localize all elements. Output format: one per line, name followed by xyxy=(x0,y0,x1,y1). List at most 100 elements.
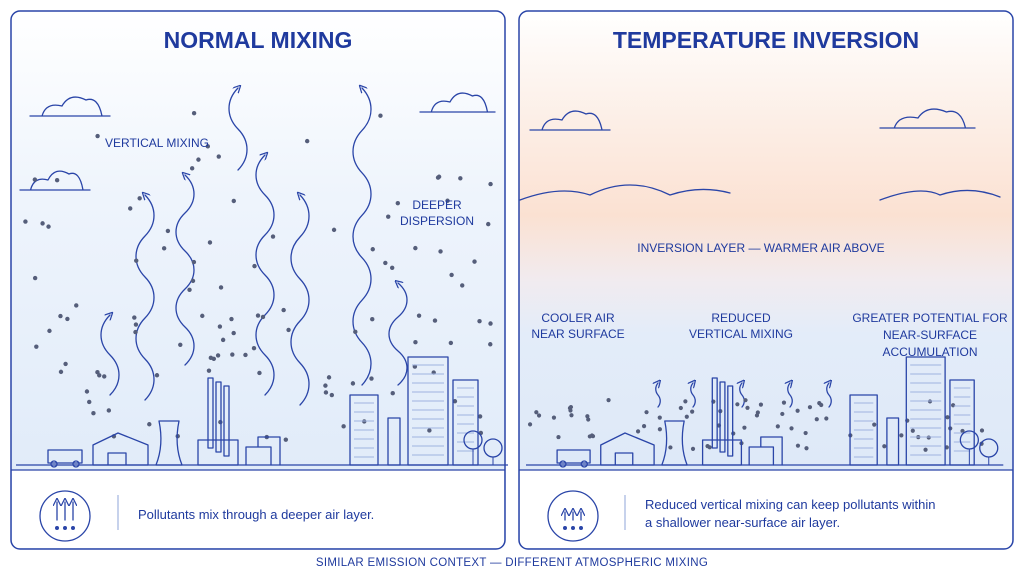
label-line: COOLER AIR xyxy=(541,311,615,325)
cloud xyxy=(29,96,111,117)
pollutant xyxy=(54,178,60,183)
pollutant xyxy=(668,445,673,450)
pollutant xyxy=(814,417,819,422)
pollutant xyxy=(448,340,454,346)
pollutant xyxy=(824,416,829,421)
pollutant xyxy=(230,352,235,357)
building xyxy=(452,379,479,466)
pollutant xyxy=(32,275,38,281)
pollutant xyxy=(40,221,45,226)
tower xyxy=(387,417,401,466)
mixing-arrow xyxy=(100,315,120,396)
label-line: DEEPER xyxy=(412,198,462,212)
caption: Pollutants mix through a deeper air laye… xyxy=(138,507,374,522)
panel-normal xyxy=(11,11,505,549)
label-line: DISPERSION xyxy=(400,214,474,228)
pollutant xyxy=(154,373,160,378)
caption: Reduced vertical mixing can keep polluta… xyxy=(645,497,936,530)
pollutant xyxy=(218,285,224,290)
pollutant xyxy=(215,353,221,358)
pollutant xyxy=(872,422,877,427)
pollutant xyxy=(132,315,137,320)
pollutant xyxy=(196,157,201,162)
footer: SIMILAR EMISSION CONTEXT — DIFFERENT ATM… xyxy=(316,557,708,569)
pollutant xyxy=(534,410,539,415)
pollutant xyxy=(106,408,112,413)
pollutant xyxy=(286,327,291,333)
wheel xyxy=(580,460,588,468)
panel-inversion xyxy=(519,11,1013,549)
pollutant xyxy=(370,317,375,322)
label-line: VERTICAL MIXING xyxy=(105,136,209,150)
pollutant xyxy=(416,313,422,318)
pollutant xyxy=(178,342,183,347)
pollutant xyxy=(477,414,483,419)
cloud xyxy=(419,92,496,113)
wheel xyxy=(50,460,58,468)
pollutant xyxy=(200,313,205,319)
pollutant xyxy=(91,411,96,416)
pollutant xyxy=(536,413,542,418)
label-line: NEAR-SURFACE xyxy=(883,328,977,342)
pollutant xyxy=(951,403,956,408)
pollutant xyxy=(606,398,611,403)
pollutant xyxy=(270,234,276,239)
pollutant xyxy=(683,399,688,404)
pollutant xyxy=(331,227,337,233)
pollutant xyxy=(807,405,813,410)
panel-title: TEMPERATURE INVERSION xyxy=(613,27,919,53)
label-line: GREATER POTENTIAL FOR xyxy=(852,311,1008,325)
pollutant xyxy=(23,219,28,224)
pollutant xyxy=(147,422,152,427)
pollutant xyxy=(413,340,418,345)
wheel xyxy=(559,460,567,468)
chimney xyxy=(223,385,230,457)
icon-dot xyxy=(71,526,75,530)
pollutant xyxy=(102,374,107,379)
label-line: NEAR SURFACE xyxy=(531,327,624,341)
pollutant xyxy=(944,445,949,450)
truck xyxy=(556,449,591,464)
pollutant xyxy=(353,329,358,335)
pollutant xyxy=(165,228,171,234)
chimney xyxy=(727,385,734,457)
icon-dot xyxy=(563,526,567,530)
pollutant xyxy=(133,322,139,327)
pollutant xyxy=(84,389,90,394)
mixing-arrow xyxy=(352,88,372,386)
label-line: ACCUMULATION xyxy=(882,345,977,359)
pollutant xyxy=(551,415,557,420)
pollutant xyxy=(882,444,887,449)
pollutant xyxy=(161,246,167,251)
label: INVERSION LAYER — WARMER AIR ABOVE xyxy=(637,241,884,255)
mixing-arrow xyxy=(228,88,248,171)
pollutant xyxy=(586,417,591,422)
pollutant xyxy=(488,181,493,187)
pollutant xyxy=(910,428,915,433)
pollutant xyxy=(65,316,70,322)
pollutant xyxy=(206,368,212,373)
icon xyxy=(547,490,599,542)
panel-border xyxy=(10,10,506,550)
pollutant xyxy=(926,435,931,440)
pollutant xyxy=(488,342,493,347)
pollutant xyxy=(413,245,418,251)
building xyxy=(407,356,449,466)
panels xyxy=(11,11,1013,549)
pollutant xyxy=(432,318,438,323)
warehouse xyxy=(92,432,149,466)
pollutant xyxy=(251,345,257,351)
pollutant xyxy=(735,402,740,407)
pollutant xyxy=(743,398,748,403)
pollutant xyxy=(255,313,261,318)
pollutant xyxy=(690,409,695,414)
hills xyxy=(519,184,1001,201)
pollutant xyxy=(95,370,100,375)
pollutant xyxy=(369,376,374,381)
pollutant xyxy=(745,405,750,410)
pollutant xyxy=(137,196,142,201)
pollutant xyxy=(795,408,800,413)
pollutant xyxy=(133,329,138,335)
pollutant xyxy=(449,272,454,278)
